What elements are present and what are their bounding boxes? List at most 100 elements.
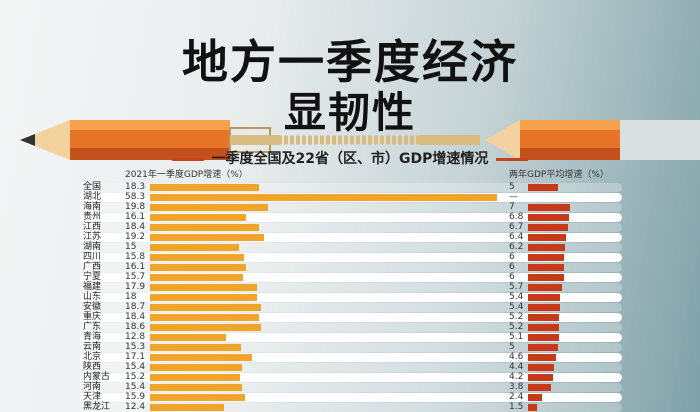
left-bar: [150, 253, 244, 261]
row-stripe: [80, 322, 622, 332]
right-bar: [528, 283, 563, 291]
right-bar: [528, 313, 560, 321]
right-bar: [528, 263, 564, 271]
right-bar: [528, 363, 555, 371]
left-value-label: 18: [125, 292, 137, 302]
left-value-label: 18.4: [125, 312, 146, 322]
left-value-label: 15.9: [125, 392, 146, 402]
right-bar: [528, 403, 537, 411]
right-bar: [528, 273, 564, 281]
left-bar: [150, 233, 265, 241]
row-stripe: [80, 332, 622, 342]
right-value-label: 2.4: [509, 392, 524, 402]
left-bar: [150, 273, 244, 281]
row-stripe: [80, 242, 622, 252]
row-stripe: [80, 282, 622, 292]
right-value-label: 5.7: [509, 282, 524, 292]
category-label: 贵州: [83, 212, 102, 222]
left-value-label: 15: [125, 242, 137, 252]
row-stripe: [80, 252, 622, 262]
left-bar: [150, 263, 246, 271]
category-label: 天津: [83, 392, 102, 402]
right-bar: [528, 343, 558, 351]
left-bar: [150, 323, 261, 331]
title-line-1: 地方一季度经济: [182, 35, 518, 89]
right-value-label: 6.2: [509, 242, 524, 252]
category-label: 北京: [83, 352, 102, 362]
left-value-label: 15.2: [125, 372, 146, 382]
row-stripe: [80, 182, 622, 192]
right-bar: [528, 333, 559, 341]
left-value-label: 17.1: [125, 352, 146, 362]
category-label: 陕西: [83, 362, 102, 372]
left-bar: [150, 373, 241, 381]
left-bar: [150, 313, 260, 321]
row-stripe: [80, 362, 622, 372]
right-value-label: 5.1: [509, 332, 524, 342]
left-bar: [150, 283, 257, 291]
row-stripe: [80, 222, 622, 232]
title-line-2: 显韧性: [283, 88, 416, 137]
right-bar: [528, 213, 569, 221]
row-stripe: [80, 302, 622, 312]
row-stripe: [80, 202, 622, 212]
category-label: 湖南: [83, 242, 102, 252]
left-bar: [150, 363, 242, 371]
right-value-label: 5.2: [509, 312, 524, 322]
category-label: 青海: [83, 332, 102, 342]
left-bar: [150, 193, 497, 201]
left-value-label: 15.4: [125, 362, 146, 372]
left-value-label: 16.1: [125, 212, 146, 222]
right-bar: [528, 223, 569, 231]
right-value-label: 5: [509, 342, 515, 352]
right-bar: [528, 323, 560, 331]
right-value-label: 4.4: [509, 362, 524, 372]
left-bar: [150, 393, 245, 401]
right-bar: [528, 233, 567, 241]
right-value-label: 7: [509, 202, 515, 212]
right-value-label: 6: [509, 252, 515, 262]
chart-subtitle: 一季度全国及22省（区、市）GDP增速情况: [0, 150, 700, 168]
category-label: 广西: [83, 262, 102, 272]
row-stripe: [80, 372, 622, 382]
row-stripe: [80, 212, 622, 222]
left-value-label: 18.7: [125, 302, 146, 312]
row-stripe: [80, 342, 622, 352]
category-label: 福建: [83, 282, 102, 292]
left-value-label: 16.1: [125, 262, 146, 272]
left-value-label: 15.7: [125, 272, 146, 282]
right-bar: [528, 253, 564, 261]
category-label: 湖北: [83, 192, 102, 202]
category-label: 山东: [83, 292, 102, 302]
left-value-label: 19.8: [125, 202, 146, 212]
row-stripe: [80, 402, 622, 412]
category-label: 云南: [83, 342, 102, 352]
left-value-label: 18.3: [125, 182, 146, 192]
right-series-header: 两年GDP平均增速（%）: [509, 170, 609, 180]
category-label: 河南: [83, 382, 102, 392]
left-value-label: 12.8: [125, 332, 146, 342]
category-label: 四川: [83, 252, 102, 262]
left-value-label: 18.6: [125, 322, 146, 332]
right-value-label: 6.7: [509, 222, 524, 232]
right-value-label: 4.2: [509, 372, 524, 382]
right-value-label: 5.4: [509, 302, 524, 312]
left-bar: [150, 243, 240, 251]
right-bar: [528, 373, 554, 381]
rope-illustration: [260, 135, 440, 145]
left-bar: [150, 303, 262, 311]
right-value-label: 4.6: [509, 352, 524, 362]
category-label: 内蒙古: [83, 372, 111, 382]
right-value-label: 5: [509, 182, 515, 192]
right-bar: [528, 293, 561, 301]
category-label: 黑龙江: [83, 402, 111, 412]
row-stripe: [80, 352, 622, 362]
left-bar: [150, 203, 268, 211]
right-value-label: 3.8: [509, 382, 524, 392]
row-stripe: [80, 312, 622, 322]
row-stripe: [80, 392, 622, 402]
right-value-label: 6.8: [509, 212, 524, 222]
category-label: 江西: [83, 222, 102, 232]
row-stripe: [80, 292, 622, 302]
